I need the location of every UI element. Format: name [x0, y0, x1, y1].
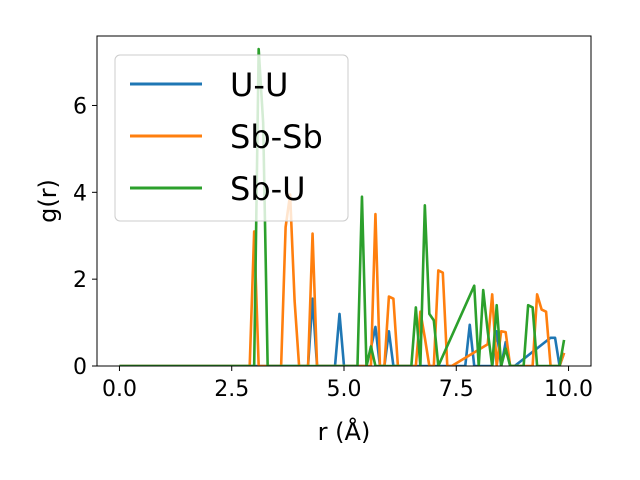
x-tick-label: 0.0 — [102, 377, 137, 402]
x-axis-ticks: 0.0 2.5 5.0 7.5 10.0 — [102, 366, 593, 402]
y-axis-label: g(r) — [34, 179, 62, 223]
x-tick-label: 7.5 — [439, 377, 474, 402]
legend-box — [114, 54, 349, 222]
y-tick-label: 6 — [73, 94, 87, 119]
legend: U-U Sb-Sb Sb-U — [114, 54, 349, 222]
legend-label: Sb-Sb — [230, 118, 323, 156]
x-tick-label: 10.0 — [544, 377, 593, 402]
y-tick-label: 4 — [73, 181, 87, 206]
y-axis-ticks: 0 2 4 6 — [73, 94, 97, 380]
series-line-u-u — [119, 297, 566, 366]
x-tick-label: 5.0 — [327, 377, 362, 402]
legend-label: Sb-U — [230, 170, 306, 208]
x-tick-label: 2.5 — [214, 377, 249, 402]
legend-label: U-U — [230, 66, 288, 104]
series-lines — [119, 47, 566, 366]
x-axis-label: r (Å) — [318, 417, 371, 446]
y-tick-label: 0 — [73, 355, 87, 380]
y-tick-label: 2 — [73, 268, 87, 293]
series-line-sb-u — [119, 47, 566, 366]
